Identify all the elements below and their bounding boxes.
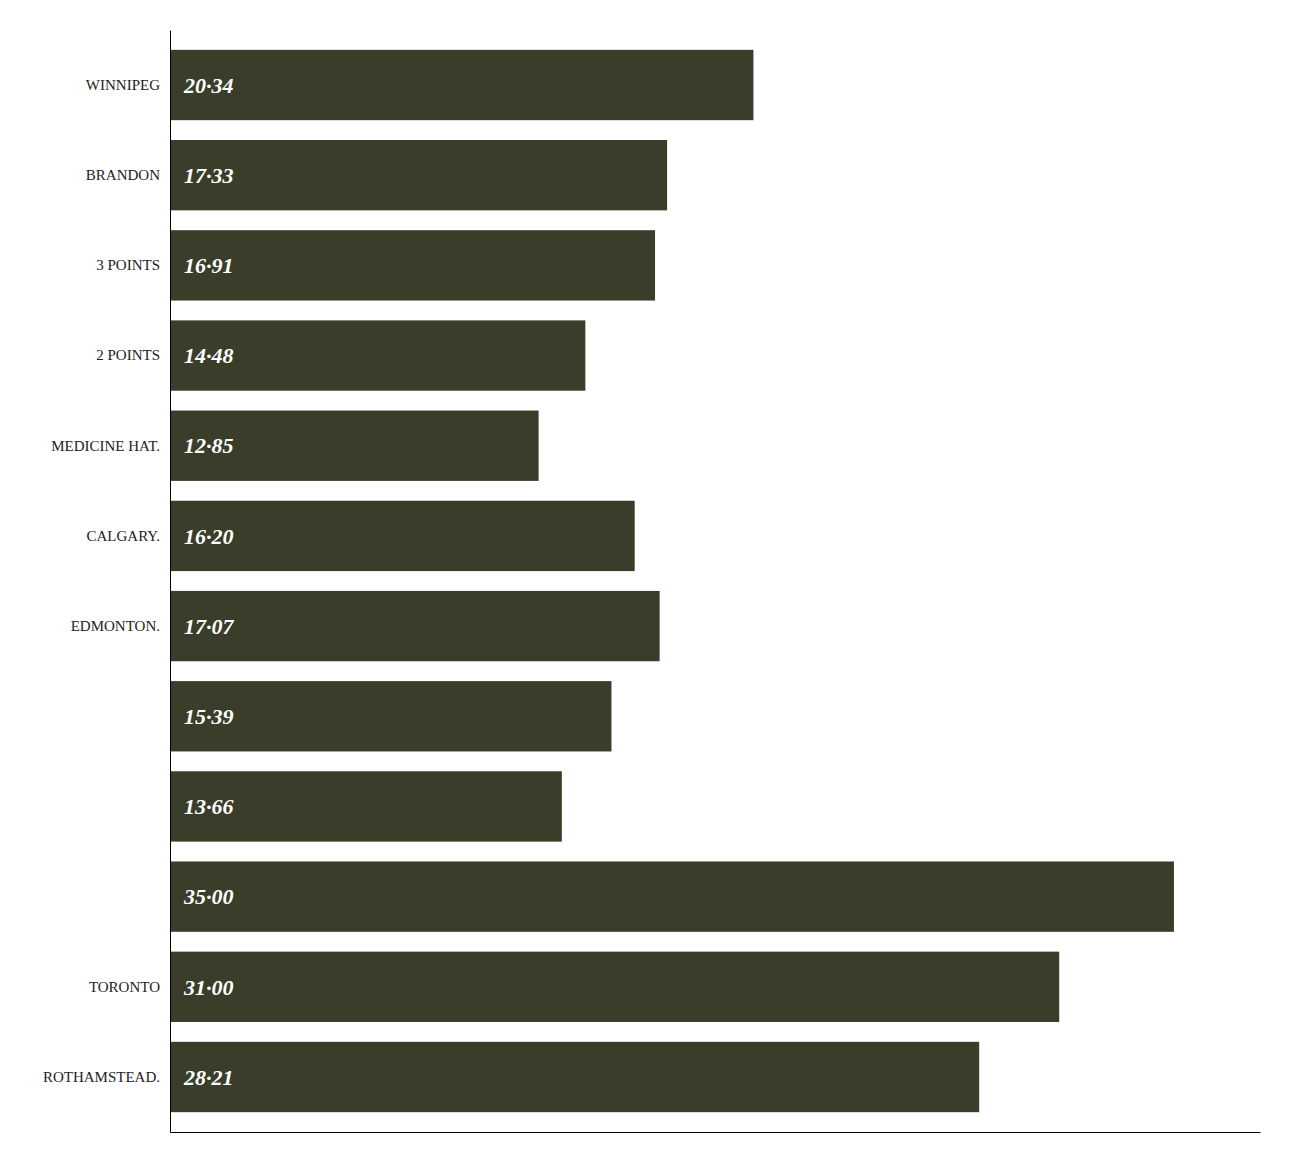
category-label: 2 POINTS [96,347,160,363]
bar [170,861,1174,931]
x-axis-line [171,1132,1261,1133]
bar [170,591,660,661]
y-tick: ROTHAMSTEAD. [43,1069,160,1085]
x-axis [171,1132,1261,1133]
bars [170,50,1174,1112]
data-label: 14·48 [184,343,234,368]
data-label: 12·85 [184,433,234,458]
y-tick: TORONTO [89,979,160,995]
data-label: 20·34 [183,73,234,98]
bar [170,230,655,300]
data-label: 17·07 [184,614,235,639]
bar [170,771,562,841]
bar [170,411,539,481]
y-tick: BRANDON [86,167,160,183]
y-tick: EDMONTON. [71,618,160,634]
y-tick: WINNIPEG [86,77,160,93]
data-label: 16·91 [184,253,234,278]
bar [170,681,611,751]
category-label: EDMONTON. [71,618,160,634]
category-label: WINNIPEG [86,77,160,93]
bar [170,320,585,390]
data-label: 35·00 [183,884,234,909]
chart: WINNIPEG BRANDON 3 POINTS 2 POINTS MEDICINE … [0,0,1300,1172]
data-label: 16·20 [184,524,234,549]
category-label: 3 POINTS [96,257,160,273]
data-label: 13·66 [184,794,234,819]
data-label: 17·33 [184,163,234,188]
data-labels: 20·34 17·33 16·91 14·48 12·85 16·20 17·07 15·39… [183,73,235,1090]
bar [170,140,667,210]
bar [170,952,1059,1022]
y-axis: WINNIPEG BRANDON 3 POINTS 2 POINTS MEDICINE … [43,31,171,1133]
category-label: ROTHAMSTEAD. [43,1069,160,1085]
bar [170,1042,979,1112]
data-label: 15·39 [184,704,234,729]
y-tick: CALGARY. [87,528,161,544]
y-axis-line [170,31,171,1133]
category-label: CALGARY. [87,528,161,544]
category-label: BRANDON [86,167,160,183]
plot: WINNIPEG BRANDON 3 POINTS 2 POINTS MEDICINE … [43,31,1261,1133]
bar [170,50,753,120]
category-label: MEDICINE HAT. [51,438,160,454]
y-tick: 3 POINTS [96,257,160,273]
category-label: TORONTO [89,979,160,995]
y-tick: MEDICINE HAT. [51,438,160,454]
bar [170,501,635,571]
data-label: 31·00 [183,975,234,1000]
y-tick: 2 POINTS [96,347,160,363]
data-label: 28·21 [183,1065,234,1090]
